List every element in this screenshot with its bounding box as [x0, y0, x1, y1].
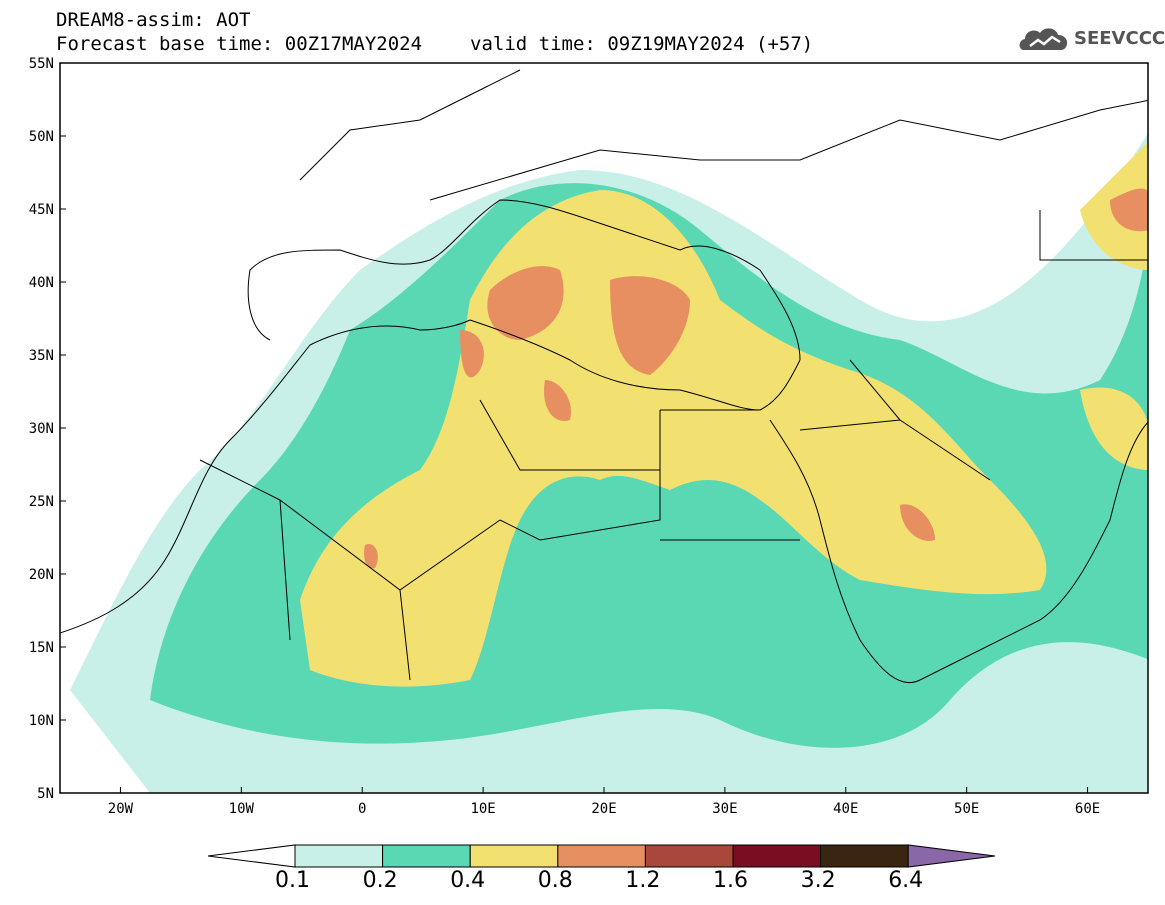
lat-tick-label: 55N: [29, 56, 54, 72]
colorbar-label: 6.4: [888, 868, 924, 893]
colorbar-label: 0.4: [450, 868, 486, 893]
colorbar-swatch: [644, 844, 734, 868]
lat-tick-label: 10N: [29, 713, 54, 729]
lat-tick-label: 50N: [29, 129, 54, 145]
valid-time: valid time: 09Z19MAY2024 (+57): [470, 33, 814, 55]
lat-tick-label: 5N: [37, 786, 54, 802]
aot-band-0-8-italy: [487, 266, 564, 340]
lat-tick-label: 25N: [29, 494, 54, 510]
seevccc-logo: SEEVCCC: [1016, 22, 1165, 56]
aot-band-0-8-sahara: [364, 544, 378, 569]
lat-tick-label: 35N: [29, 348, 54, 364]
lon-tick-label: 10W: [229, 801, 255, 817]
colorbar-min-arrow: [207, 844, 296, 868]
colorbar-swatch: [382, 844, 471, 868]
lon-tick-label: 0: [358, 801, 366, 817]
colorbar-swatch: [469, 844, 559, 868]
lat-tick-label: 30N: [29, 421, 54, 437]
aot-band-0-8-libya: [544, 380, 571, 421]
colorbar-label: 0.2: [362, 868, 398, 893]
aot-band-0-8-greece: [610, 276, 690, 375]
colorbar-max-arrow: [907, 844, 996, 868]
lat-tick-label: 15N: [29, 640, 54, 656]
logo-text: SEEVCCC: [1074, 28, 1165, 49]
aot-band-0-8-tunisia: [460, 330, 484, 378]
lon-tick-label: 50E: [954, 801, 979, 817]
colorbar-label: 1.2: [625, 868, 661, 893]
time-info: Forecast base time: 00Z17MAY2024 valid ti…: [56, 33, 813, 55]
aot-band-0-8-arabia: [900, 504, 935, 541]
lat-tick-label: 20N: [29, 567, 54, 583]
cloud-logo-icon: [1019, 28, 1068, 50]
aot-field: [70, 133, 1148, 793]
lon-tick-label: 20W: [108, 801, 134, 817]
lon-tick-label: 10E: [470, 801, 495, 817]
lat-tick-label: 45N: [29, 202, 54, 218]
lon-tick-label: 40E: [833, 801, 858, 817]
lon-tick-label: 30E: [712, 801, 737, 817]
colorbar-swatch: [732, 844, 822, 868]
base-time: Forecast base time: 00Z17MAY2024: [56, 33, 423, 55]
aot-band-0-8-caspian: [1110, 188, 1148, 232]
colorbar-swatch: [557, 844, 646, 868]
colorbar-label: 3.2: [800, 868, 836, 893]
lat-tick-label: 40N: [29, 275, 54, 291]
lon-tick-label: 60E: [1075, 801, 1100, 817]
colorbar-label: 0.8: [537, 868, 573, 893]
coastlines: [60, 69, 1148, 684]
aot-band-0-4: [300, 190, 1047, 687]
lat-axis: 55N 50N 45N 40N 35N 30N 25N 20N 15N 10N 5N: [29, 56, 66, 802]
colorbar-swatch: [294, 844, 384, 868]
chart-title: DREAM8-assim: AOT: [56, 9, 251, 31]
colorbar-swatch: [820, 844, 909, 868]
colorbar-label: 1.6: [713, 868, 748, 893]
colorbar: [207, 844, 996, 868]
lon-axis: 20W 10W 0 10E 20E 30E 40E 50E 60E: [108, 787, 1100, 817]
colorbar-label: 0.1: [275, 868, 310, 893]
lon-tick-label: 20E: [591, 801, 616, 817]
